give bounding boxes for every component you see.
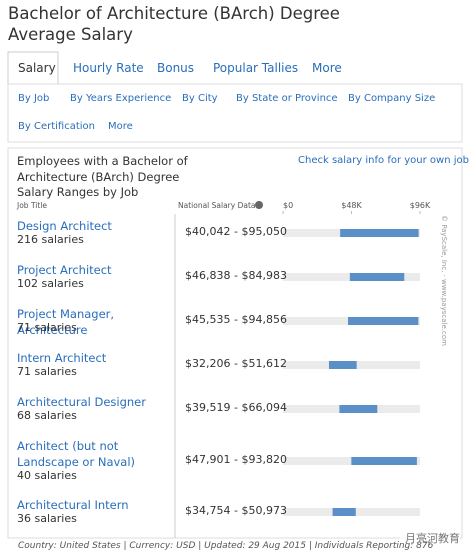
salary-count: 40 salaries [17, 469, 77, 482]
subnav-link[interactable]: By Certification [18, 121, 95, 132]
axis-tick-label: $96K [410, 201, 431, 210]
range-bar [332, 508, 356, 516]
salary-range: $39,519 - $66,094 [185, 401, 287, 414]
salary-count: 36 salaries [17, 512, 77, 525]
range-bar [340, 229, 419, 237]
salary-range: $46,838 - $84,983 [185, 269, 287, 282]
salary-count: 71 salaries [17, 321, 77, 334]
footer: Country: United States | Currency: USD |… [18, 541, 434, 551]
tab[interactable]: Bonus [157, 61, 195, 75]
tab[interactable]: More [312, 61, 342, 75]
salary-count: 102 salaries [17, 277, 84, 290]
job-title[interactable]: Architectural Intern [17, 498, 129, 512]
job-title[interactable]: Project Manager, Architecture [17, 307, 115, 337]
axis-tick-label: $48K [341, 201, 362, 210]
job-title[interactable]: Design Architect [17, 219, 112, 233]
tab[interactable]: Popular Tallies [213, 61, 299, 75]
job-title[interactable]: Project Architect [17, 263, 112, 277]
range-bar [351, 457, 417, 465]
subnav-link[interactable]: By Years Experience [70, 93, 172, 104]
salary-range: $45,535 - $94,856 [185, 313, 287, 326]
own-job-link[interactable]: Check salary info for your own job » [298, 155, 470, 166]
job-title[interactable]: Architect (but not Landscape or Naval) [17, 439, 136, 469]
salary-count: 71 salaries [17, 365, 77, 378]
page-title: Bachelor of Architecture (BArch) Degree … [8, 4, 340, 44]
column-header: Job Title [17, 201, 48, 210]
salary-range: $32,206 - $51,612 [185, 357, 287, 370]
tab[interactable]: Hourly Rate [73, 61, 144, 75]
range-bar [347, 317, 419, 325]
range-bar [339, 405, 378, 413]
range-bar [328, 361, 357, 369]
badge: 月亮河教育 [405, 532, 460, 545]
job-title[interactable]: Architectural Designer [17, 395, 146, 409]
salary-count: 68 salaries [17, 409, 77, 422]
tab[interactable]: Salary [18, 61, 56, 75]
subnav-link[interactable]: By City [182, 93, 218, 104]
column-header: National Salary Data [178, 201, 256, 210]
salary-range: $34,754 - $50,973 [185, 504, 287, 517]
axis-tick-label: $0 [283, 201, 293, 210]
subnav-link[interactable]: By State or Province [236, 93, 338, 104]
watermark: © PayScale, Inc. · www.payscale.com [440, 215, 448, 346]
job-title[interactable]: Intern Architect [17, 351, 107, 365]
subnav-link[interactable]: By Company Size [348, 93, 436, 104]
range-bar [349, 273, 405, 281]
panel-subheading: Salary Ranges by Job [17, 185, 139, 199]
salary-range: $47,901 - $93,820 [185, 453, 287, 466]
subnav-link[interactable]: More [108, 121, 133, 132]
salary-range: $40,042 - $95,050 [185, 225, 287, 238]
salary-count: 216 salaries [17, 233, 84, 246]
panel-heading: Employees with a Bachelor of Architectur… [17, 154, 188, 184]
subnav-link[interactable]: By Job [18, 93, 50, 104]
